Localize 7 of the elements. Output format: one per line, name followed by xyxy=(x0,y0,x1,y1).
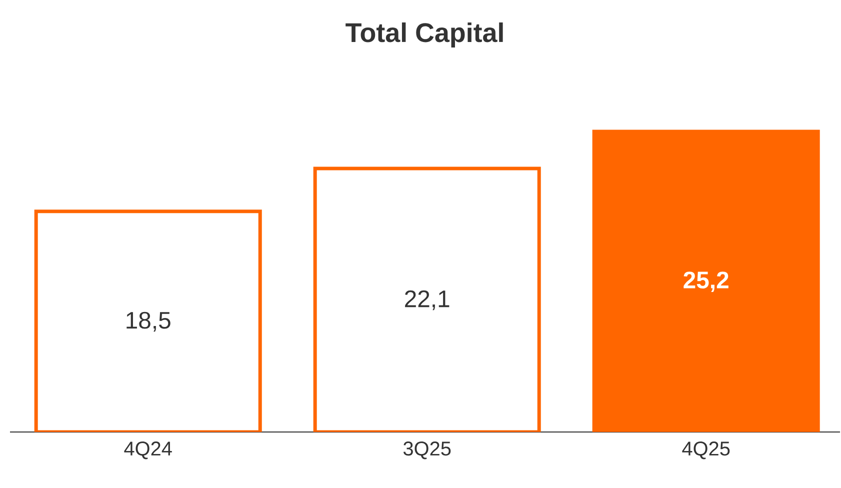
x-tick-label: 3Q25 xyxy=(403,442,451,460)
x-tick-label: 4Q25 xyxy=(682,442,730,460)
data-label: 22,1 xyxy=(405,290,450,310)
data-label: 18,5 xyxy=(126,312,170,332)
chart-title: Total Capital xyxy=(346,22,503,48)
x-tick-label: 4Q24 xyxy=(124,442,172,460)
data-label: 25,2 xyxy=(684,272,728,292)
